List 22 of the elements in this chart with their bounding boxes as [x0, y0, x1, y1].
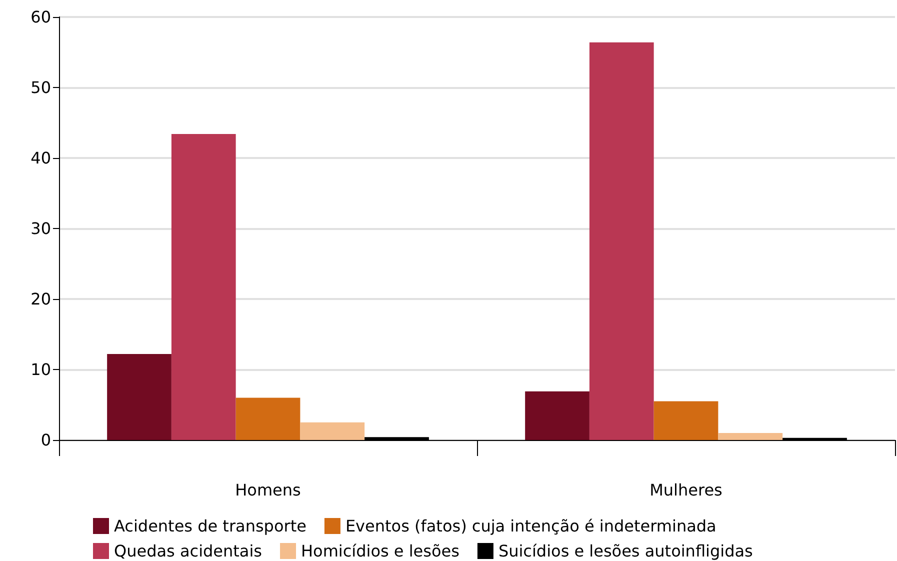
- bar: [107, 354, 172, 440]
- x-tick-label: Homens: [235, 480, 301, 500]
- legend-label: Eventos (fatos) cuja intenção é indeterminada: [345, 516, 716, 536]
- y-tick-label: 20: [30, 290, 51, 308]
- bar: [300, 422, 365, 440]
- bar: [525, 391, 590, 440]
- y-tick-label: 60: [30, 8, 51, 26]
- bar: [236, 398, 300, 440]
- y-tick-label: 30: [30, 219, 51, 238]
- legend-label: Homicídios e lesões: [301, 542, 460, 560]
- y-tick-label: 50: [30, 78, 51, 97]
- legend-label: Quedas acidentais: [114, 542, 262, 560]
- bar: [718, 432, 783, 440]
- bar: [171, 134, 236, 440]
- legend-label: Suicídios e lesões autoinfligidas: [498, 542, 753, 560]
- y-tick-label: 0: [40, 430, 51, 450]
- bar: [589, 42, 654, 440]
- x-tick-label: Mulheres: [650, 480, 722, 500]
- legend-label: Acidentes de transporte: [114, 516, 306, 536]
- y-tick-label: 10: [30, 360, 51, 379]
- y-tick-label: 40: [30, 148, 51, 168]
- bar: [654, 401, 718, 440]
